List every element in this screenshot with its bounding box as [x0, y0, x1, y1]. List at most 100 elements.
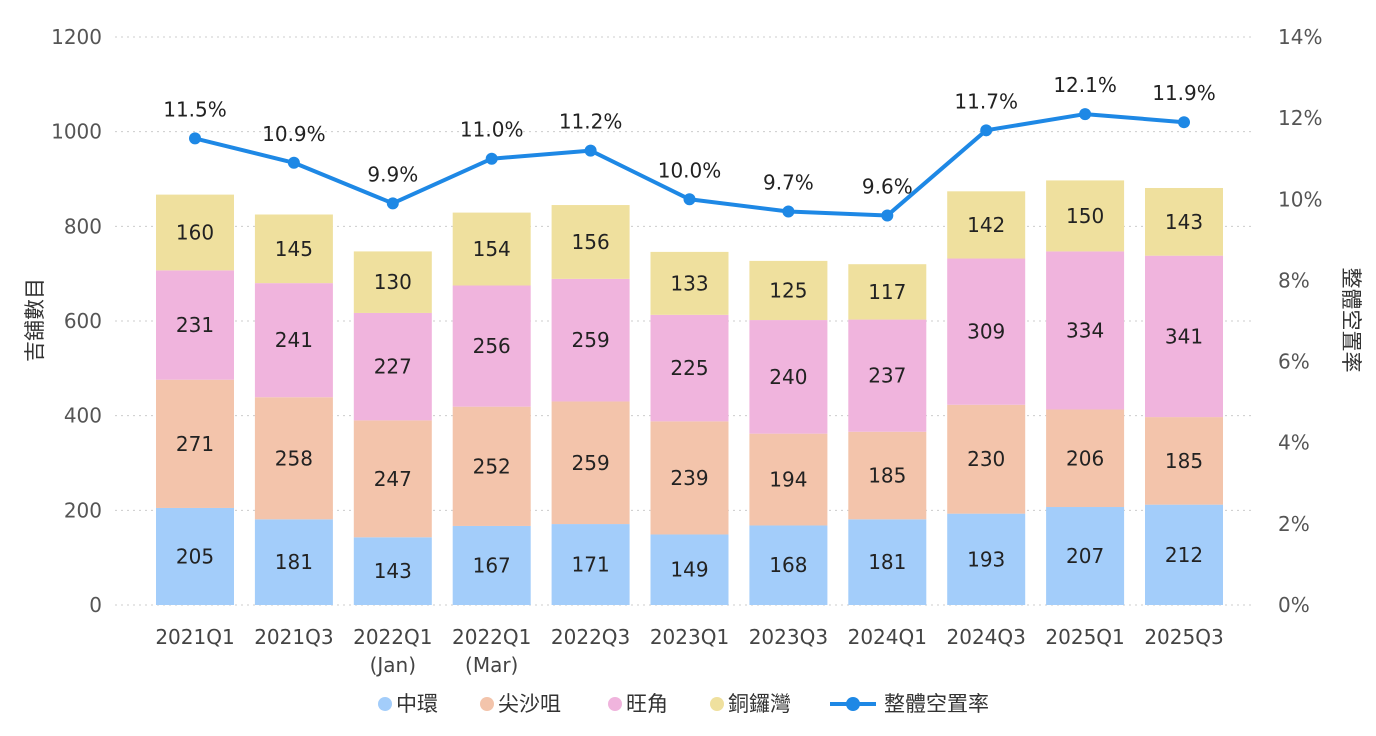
- bar-value-label: 185: [1165, 449, 1203, 473]
- legend-label: 整體空置率: [884, 692, 989, 716]
- vacancy-point: [1079, 108, 1092, 121]
- stacked-bars: 205 271 231 160 181 258 241 145 143 247 227 130 167 2…: [156, 180, 1223, 605]
- bar-value-label: 167: [473, 553, 511, 577]
- bar-value-label: 185: [868, 464, 906, 488]
- left-tick-label: 200: [64, 498, 102, 522]
- bar-value-label: 258: [275, 446, 313, 470]
- bar-segment: [947, 258, 1026, 405]
- vacancy-label: 11.5%: [163, 97, 227, 121]
- bar-value-label: 247: [374, 467, 412, 491]
- bar-segment: [254, 519, 333, 605]
- bar-value-label: 309: [967, 320, 1005, 344]
- left-tick-label: 1000: [51, 120, 102, 144]
- bar-value-label: 239: [670, 466, 708, 490]
- vacancy-point: [1178, 116, 1190, 129]
- category-label: 2022Q3: [551, 625, 630, 649]
- bar-segment: [848, 431, 927, 520]
- legend-line-marker: [846, 697, 860, 711]
- bar-segment: [254, 283, 333, 398]
- vacancy-label: 10.9%: [262, 122, 326, 146]
- vacancy-point: [287, 156, 300, 169]
- bar-value-label: 212: [1165, 543, 1203, 567]
- bar-segment: [156, 270, 234, 380]
- bar-value-label: 259: [572, 451, 610, 475]
- bar-value-label: 193: [967, 547, 1005, 571]
- vacancy-label: 10.0%: [658, 158, 722, 182]
- vacancy-point: [980, 124, 993, 137]
- bar-segment: [452, 212, 531, 286]
- right-tick-label: 6%: [1278, 350, 1310, 374]
- bar-segment: [947, 404, 1026, 514]
- bar-value-label: 230: [967, 447, 1005, 471]
- x-axis-categories: 2021Q1 2021Q3 2022Q1 (Jan) 2022Q1 (Mar) 2022Q3…: [155, 625, 1223, 677]
- legend-swatch: [710, 697, 724, 711]
- category-label: 2021Q3: [254, 625, 333, 649]
- bar-value-label: 341: [1165, 324, 1203, 348]
- right-axis-title: 整體空置率: [1339, 268, 1363, 373]
- bar-segment: [353, 537, 432, 605]
- bar-value-label: 156: [572, 230, 610, 254]
- vacancy-point: [485, 152, 498, 165]
- legend-swatch: [608, 697, 622, 711]
- bar-segment: [947, 513, 1026, 605]
- vacancy-point: [189, 132, 201, 145]
- category-label: 2025Q1: [1045, 625, 1124, 649]
- bar-segment: [254, 214, 333, 284]
- right-tick-label: 0%: [1278, 593, 1310, 617]
- left-y-axis: 0 200 400 600 800 1000 1200: [51, 25, 102, 617]
- bar-segment: [1145, 255, 1223, 418]
- bar-value-label: 142: [967, 213, 1005, 237]
- category-label: 2023Q3: [749, 625, 828, 649]
- bar-value-label: 225: [670, 356, 708, 380]
- category-label: 2022Q1: [452, 625, 531, 649]
- bar-value-label: 227: [374, 355, 412, 379]
- bar-value-label: 143: [374, 559, 412, 583]
- bar-segment: [1046, 507, 1125, 605]
- legend-label: 尖沙咀: [498, 692, 561, 716]
- category-label: (Mar): [465, 653, 518, 677]
- bar-segment: [749, 320, 828, 434]
- vacancy-label: 11.0%: [460, 118, 524, 142]
- bar-segment: [353, 312, 432, 421]
- bar-segment: [650, 251, 729, 315]
- bar-value-label: 181: [868, 550, 906, 574]
- left-tick-label: 600: [64, 309, 102, 333]
- left-tick-label: 0: [89, 593, 102, 617]
- category-label: 2021Q1: [155, 625, 234, 649]
- bar-value-label: 150: [1066, 204, 1104, 228]
- vacancy-label: 11.9%: [1152, 81, 1216, 105]
- bar-value-label: 160: [176, 220, 214, 244]
- category-label: 2022Q1: [353, 625, 432, 649]
- bar-segment: [1145, 187, 1223, 256]
- bar-segment: [353, 420, 432, 538]
- vacancy-label: 9.7%: [763, 170, 814, 194]
- bar-value-label: 231: [176, 313, 214, 337]
- bar-segment: [947, 191, 1026, 259]
- legend-label: 旺角: [626, 692, 668, 716]
- vacancy-label: 11.7%: [954, 89, 1018, 113]
- bar-value-label: 259: [572, 328, 610, 352]
- bar-segment: [551, 205, 630, 279]
- bar-value-label: 145: [275, 237, 313, 261]
- bar-value-label: 194: [769, 468, 807, 492]
- bar-segment: [551, 524, 630, 605]
- bar-segment: [452, 406, 531, 526]
- bar-value-label: 207: [1066, 544, 1104, 568]
- bar-segment: [650, 534, 729, 605]
- bar-value-label: 130: [374, 270, 412, 294]
- bar-segment: [452, 285, 531, 407]
- bar-segment: [551, 278, 630, 402]
- left-tick-label: 800: [64, 214, 102, 238]
- bar-segment: [848, 319, 927, 432]
- bar-value-label: 168: [769, 553, 807, 577]
- bar-segment: [156, 507, 234, 605]
- bar-value-label: 171: [572, 553, 610, 577]
- bar-segment: [1046, 180, 1125, 252]
- bar-segment: [254, 397, 333, 520]
- bar-value-label: 252: [473, 454, 511, 478]
- bar-segment: [1145, 504, 1223, 605]
- bar-value-label: 181: [275, 550, 313, 574]
- bar-segment: [650, 314, 729, 422]
- bar-segment: [749, 433, 828, 526]
